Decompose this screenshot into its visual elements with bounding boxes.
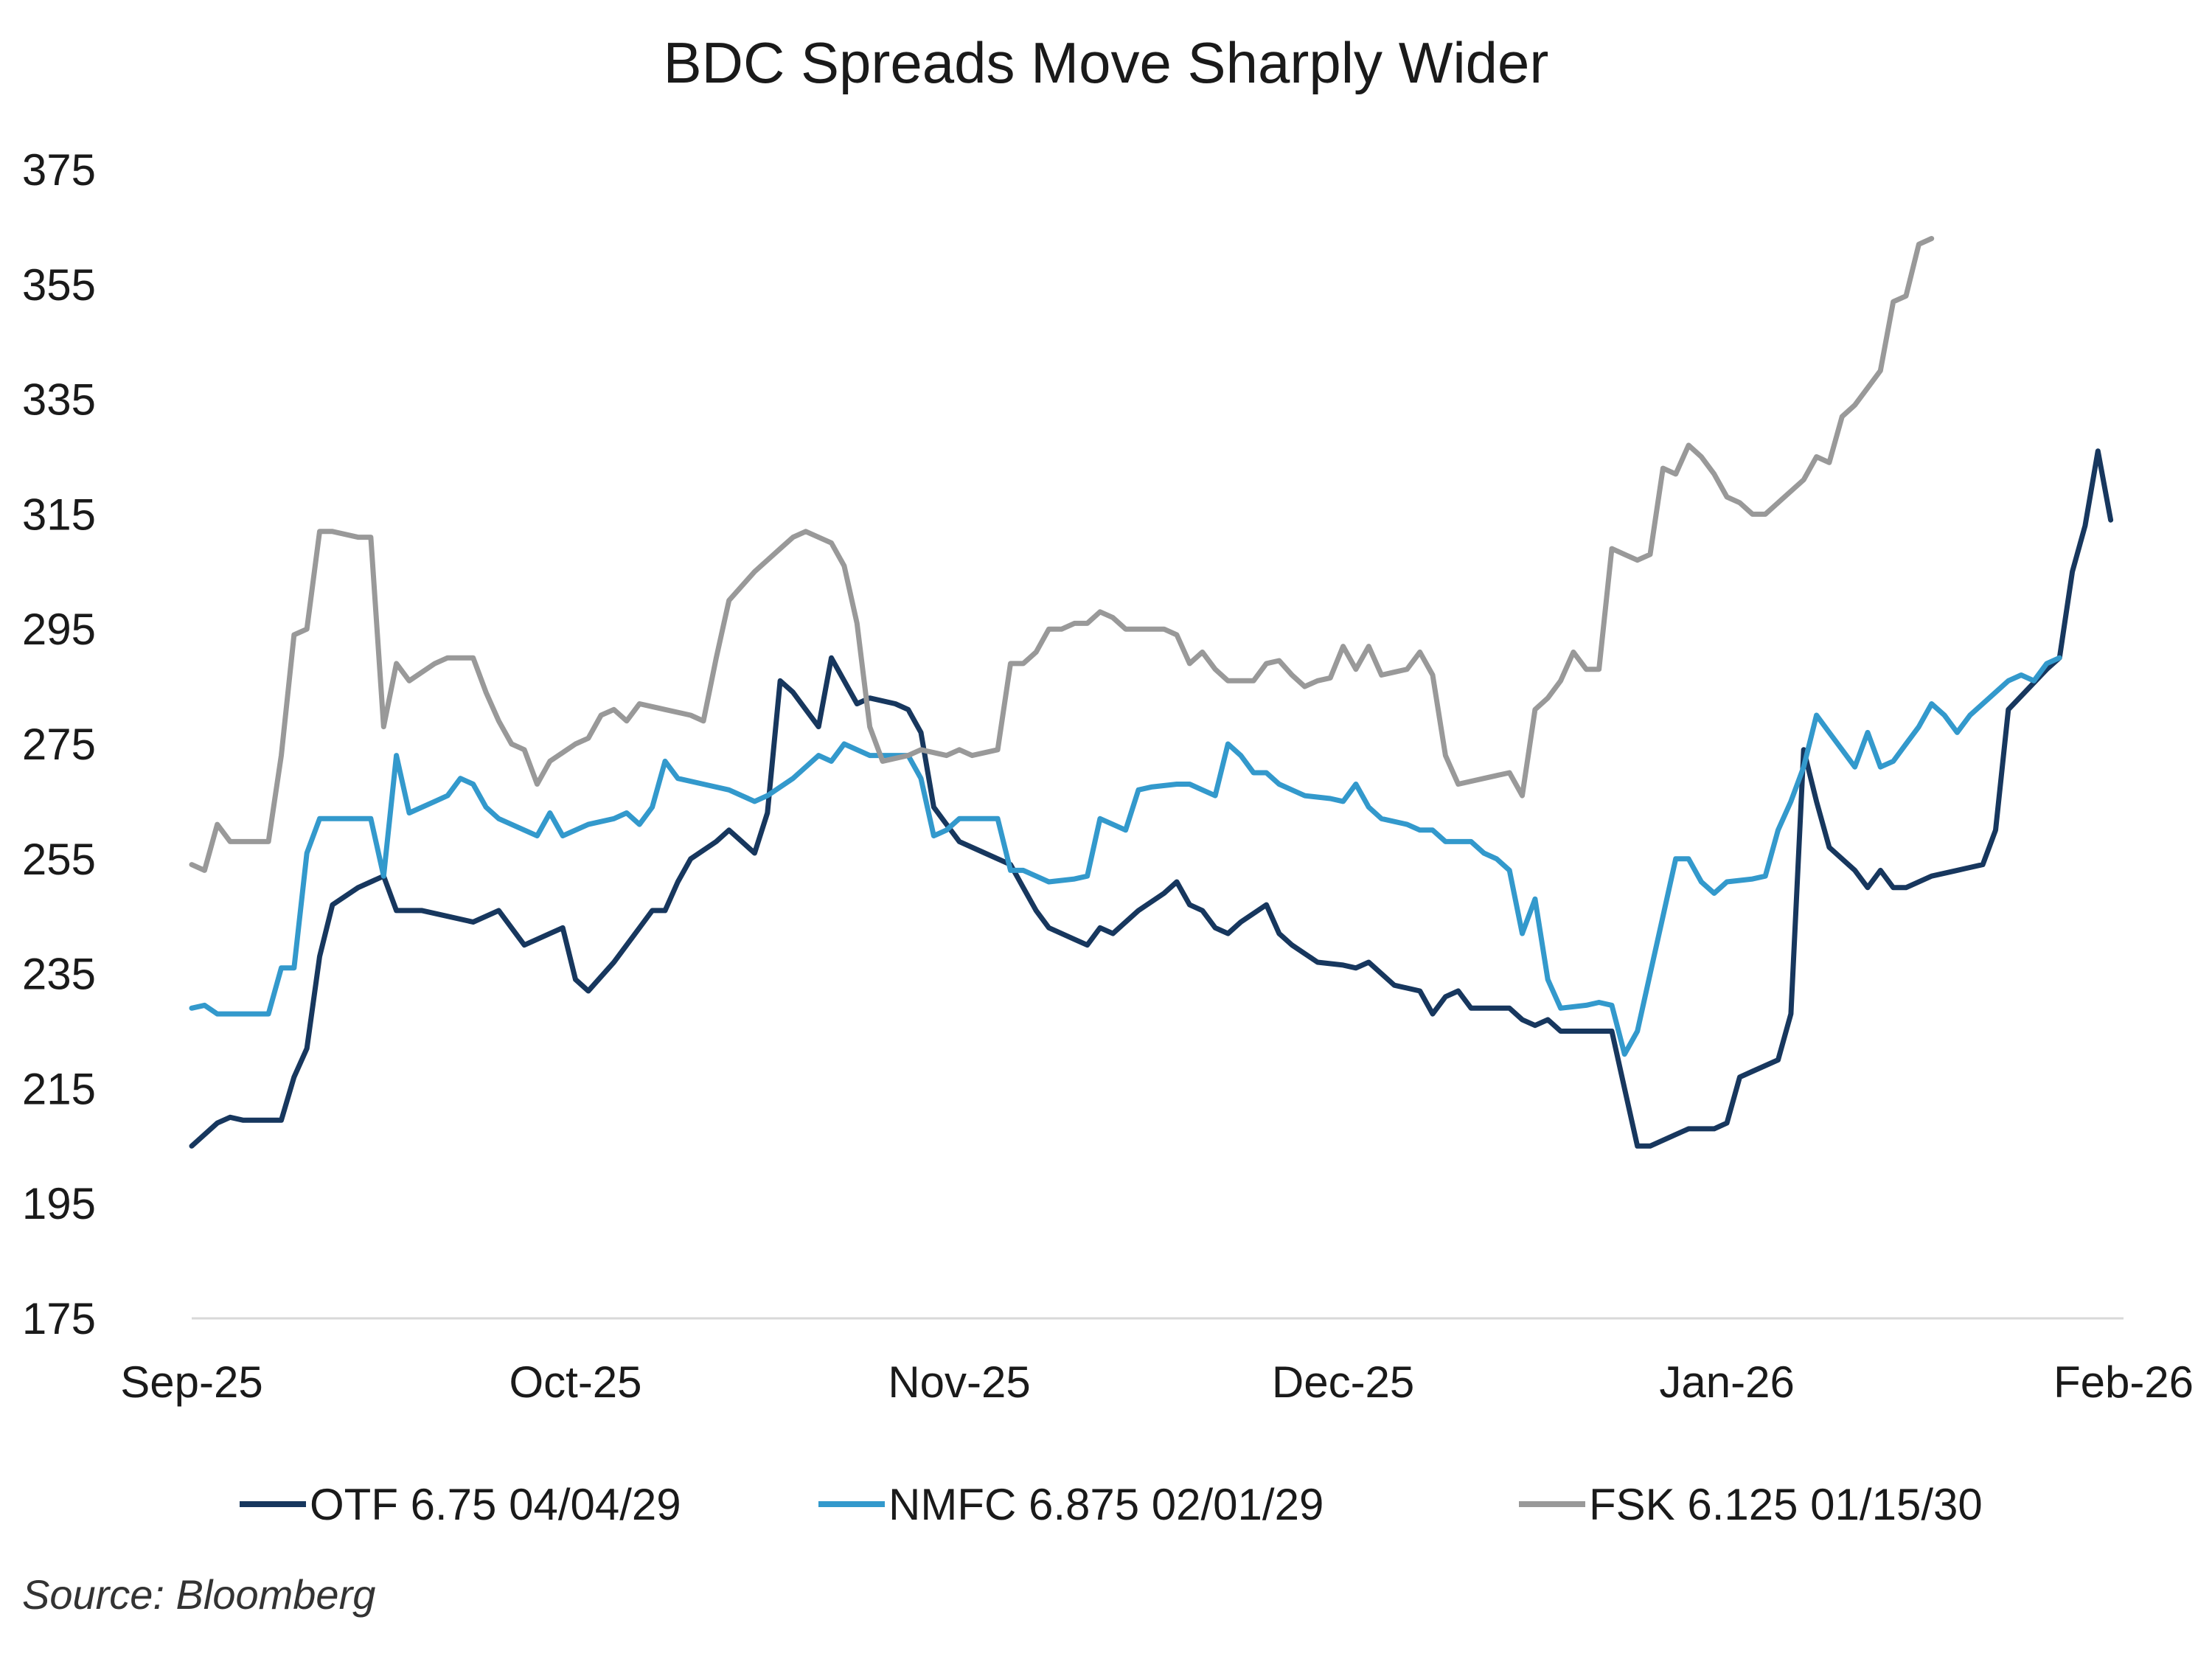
x-tick-label: Jan-26 xyxy=(1659,1357,1794,1407)
legend-label-otf: OTF 6.75 04/04/29 xyxy=(310,1480,681,1529)
y-tick-label: 375 xyxy=(22,145,96,195)
x-tick-label: Sep-25 xyxy=(120,1357,262,1407)
y-tick-label: 275 xyxy=(22,720,96,769)
y-tick-label: 355 xyxy=(22,260,96,310)
y-tick-label: 235 xyxy=(22,950,96,999)
source-note: Source: Bloomberg xyxy=(22,1571,376,1618)
y-tick-label: 315 xyxy=(22,490,96,539)
y-tick-label: 255 xyxy=(22,835,96,884)
plot-area: 175 195 215 235 255 275 295 315 335 355 375 Sep-25… xyxy=(22,145,2194,1407)
x-tick-label: Oct-25 xyxy=(509,1357,641,1407)
x-tick-label: Dec-25 xyxy=(1272,1357,1414,1407)
series-line-fsk xyxy=(189,236,1935,873)
y-tick-label: 295 xyxy=(22,605,96,654)
chart-title: BDC Spreads Move Sharply Wider xyxy=(663,30,1549,95)
series-line-otf xyxy=(189,448,2114,1149)
x-axis-ticks: Sep-25 Oct-25 Nov-25 Dec-25 Jan-26 Feb-26 xyxy=(120,1357,2194,1407)
y-tick-label: 215 xyxy=(22,1064,96,1113)
y-tick-label: 335 xyxy=(22,375,96,425)
y-tick-label: 175 xyxy=(22,1294,96,1343)
y-axis-ticks: 175 195 215 235 255 275 295 315 335 355 375 xyxy=(22,145,96,1343)
legend: OTF 6.75 04/04/29 NMFC 6.875 02/01/29 FSK … xyxy=(240,1480,1983,1529)
series-lines xyxy=(189,236,2114,1149)
legend-label-fsk: FSK 6.125 01/15/30 xyxy=(1589,1480,1983,1529)
x-tick-label: Feb-26 xyxy=(2053,1357,2194,1407)
x-tick-label: Nov-25 xyxy=(888,1357,1030,1407)
legend-label-nmfc: NMFC 6.875 02/01/29 xyxy=(888,1480,1324,1529)
y-tick-label: 195 xyxy=(22,1179,96,1228)
series-line-nmfc xyxy=(189,655,2062,1057)
